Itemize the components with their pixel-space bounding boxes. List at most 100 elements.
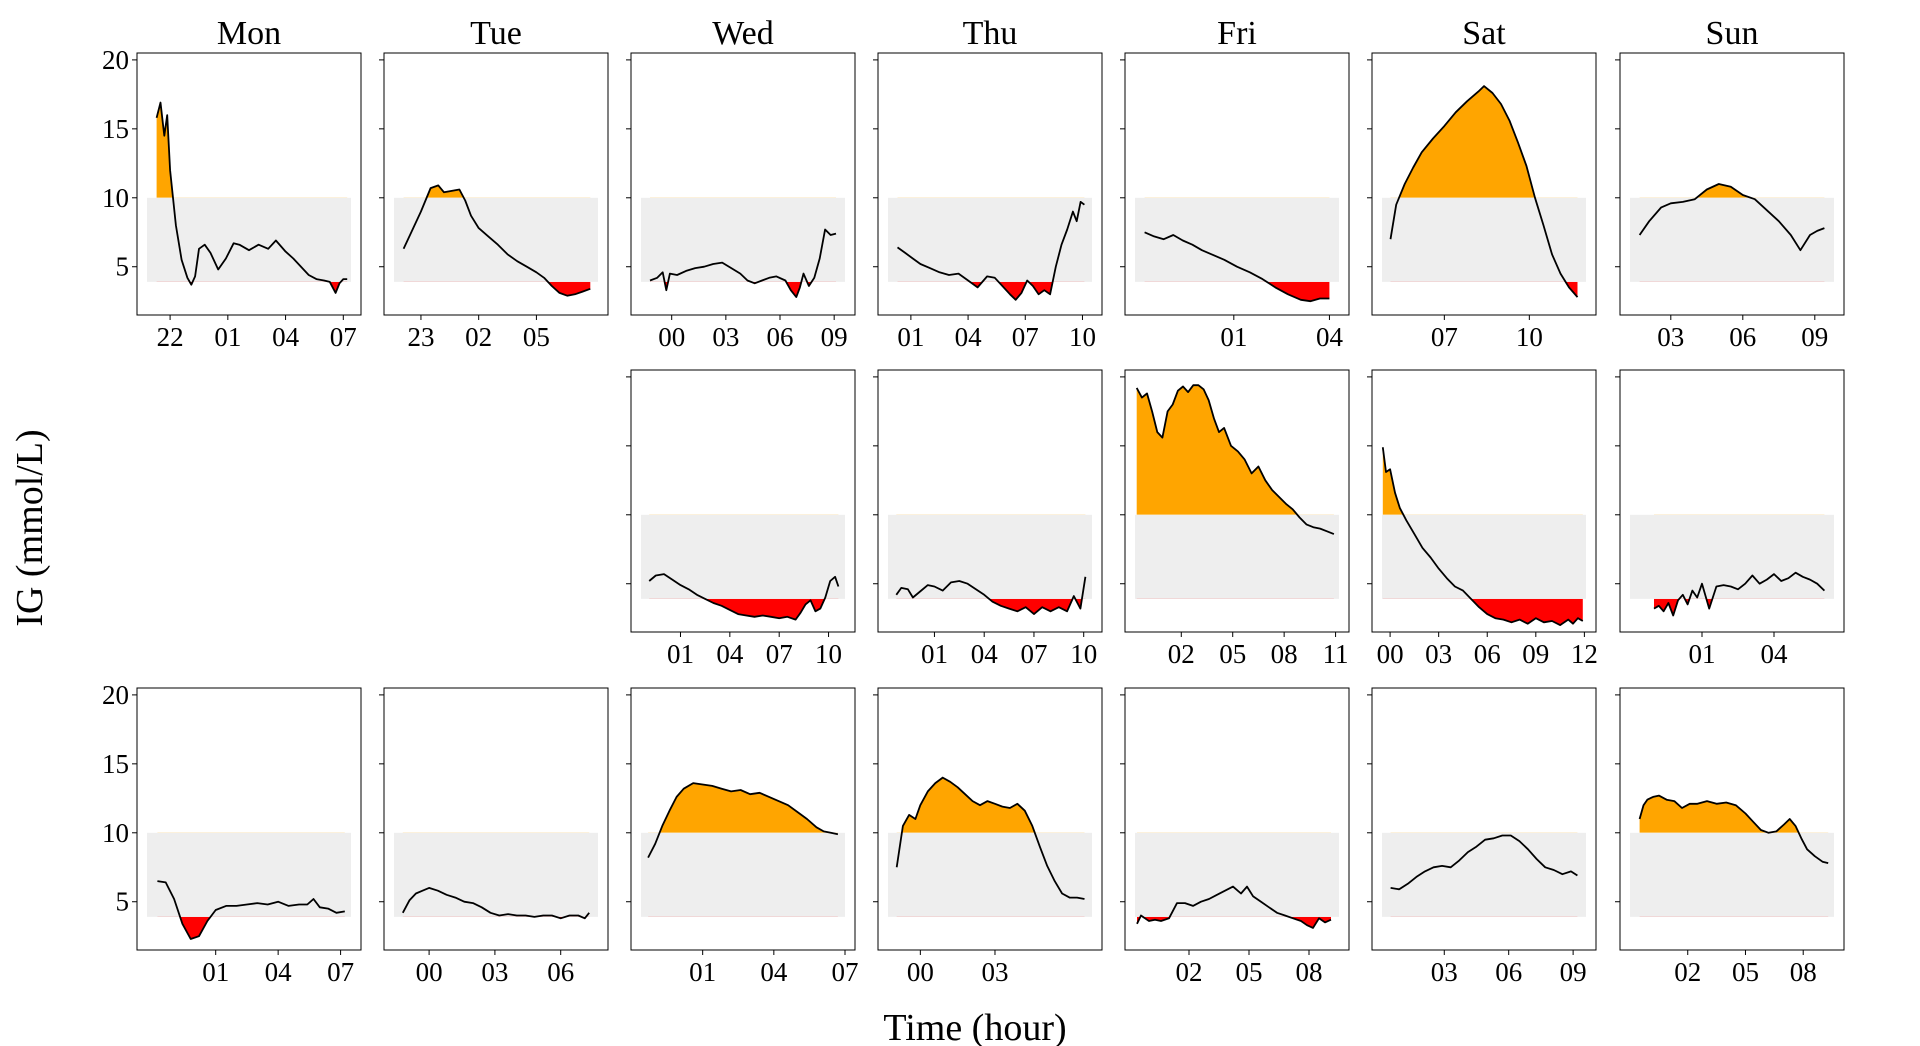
above-range-area xyxy=(901,777,1035,833)
glucose-line xyxy=(1381,447,1584,626)
glucose-line xyxy=(895,576,1087,615)
x-tick-label: 07 xyxy=(1431,322,1458,352)
panel-frame xyxy=(1124,52,1350,316)
x-tick-label: 07 xyxy=(330,322,357,352)
x-tick-label: 10 xyxy=(1070,639,1097,669)
glucose-line xyxy=(402,887,590,920)
target-range-band xyxy=(1630,197,1834,282)
x-tick-label: 04 xyxy=(1761,639,1789,669)
panel-thu-row2: 01 04 07 10 xyxy=(873,369,1103,669)
panel-wed-row2: 01 04 07 10 xyxy=(626,369,856,669)
x-tick-label: 07 xyxy=(1020,639,1047,669)
x-tick-label: 05 xyxy=(523,322,550,352)
x-tick-label: 01 xyxy=(667,639,694,669)
target-range-band xyxy=(888,197,1092,282)
y-tick-label: 5 xyxy=(116,887,130,917)
panel-frame xyxy=(877,369,1103,633)
target-range-band xyxy=(1135,832,1339,917)
glucose-line xyxy=(648,573,840,621)
y-tick-label: 20 xyxy=(102,45,129,75)
y-tick-label: 20 xyxy=(102,680,129,710)
panel-frame xyxy=(1619,369,1845,633)
x-tick-label: 00 xyxy=(1377,639,1404,669)
x-tick-label: 08 xyxy=(1790,957,1817,987)
y-tick-label: 10 xyxy=(102,818,129,848)
x-tick-label: 11 xyxy=(1323,639,1349,669)
glucose-line xyxy=(1653,571,1826,617)
x-tick-label: 10 xyxy=(815,639,842,669)
x-tick-label: 08 xyxy=(1296,957,1323,987)
x-tick-label: 08 xyxy=(1271,639,1298,669)
y-tick-label: 15 xyxy=(102,114,129,144)
x-tick-label: 10 xyxy=(1516,322,1543,352)
x-tick-label: 02 xyxy=(1168,639,1195,669)
panel-frame xyxy=(136,687,362,951)
glucose-line xyxy=(649,228,837,299)
panel-frame xyxy=(630,52,856,316)
x-tick-label: 05 xyxy=(1219,639,1246,669)
glucose-line xyxy=(157,880,345,940)
panel-fri-row2: 02 05 08 11 xyxy=(1120,369,1350,669)
x-tick-label: 05 xyxy=(1732,957,1759,987)
target-range-band xyxy=(1382,197,1586,282)
below-range-area xyxy=(897,281,1085,300)
y-tick-label: 10 xyxy=(102,183,129,213)
below-range-area xyxy=(1382,598,1583,626)
x-tick-label: 02 xyxy=(465,322,492,352)
x-tick-label: 03 xyxy=(981,957,1008,987)
panel-wed-row1: 00 03 06 09 xyxy=(626,52,856,352)
target-range-band xyxy=(641,197,845,282)
x-tick-label: 12 xyxy=(1571,639,1598,669)
x-tick-label: 03 xyxy=(1657,322,1684,352)
glucose-line xyxy=(895,776,1085,900)
x-tick-label: 04 xyxy=(1316,322,1344,352)
above-range-area xyxy=(1390,86,1578,198)
panel-frame xyxy=(136,52,362,316)
x-tick-label: 01 xyxy=(689,957,716,987)
target-range-band xyxy=(641,832,845,917)
x-tick-label: 06 xyxy=(767,322,794,352)
x-tick-label: 00 xyxy=(416,957,443,987)
panel-tue-row1: 23 02 05 xyxy=(379,52,609,352)
glucose-line xyxy=(896,200,1085,301)
panel-frame xyxy=(1124,687,1350,951)
panel-frame xyxy=(1619,52,1845,316)
x-tick-label: 03 xyxy=(712,322,739,352)
glucose-line xyxy=(1638,794,1829,864)
above-range-area xyxy=(659,783,831,833)
glucose-line xyxy=(1389,85,1579,298)
panel-mon-row3: 5 10 15 20 01 04 07 xyxy=(102,680,362,987)
panel-sat-row1: 07 10 xyxy=(1367,52,1597,352)
above-range-area xyxy=(1639,184,1825,198)
below-range-area xyxy=(1144,281,1330,302)
column-titles: Mon Tue Wed Thu Fri Sat Sun xyxy=(217,15,1759,52)
x-tick-label: 07 xyxy=(832,957,859,987)
x-tick-label: 04 xyxy=(265,957,293,987)
panel-frame xyxy=(1124,369,1350,633)
y-tick-label: 5 xyxy=(116,252,130,282)
panel-thu-row3: 00 03 xyxy=(873,687,1103,987)
above-range-area xyxy=(1639,795,1799,833)
target-range-band xyxy=(1382,514,1586,599)
x-axis-title: Time (hour) xyxy=(883,1007,1066,1046)
panel-frame xyxy=(1619,687,1845,951)
below-range-area xyxy=(650,281,836,298)
x-tick-label: 22 xyxy=(157,322,184,352)
column-title-mon: Mon xyxy=(217,15,281,52)
panel-sat-row2: 00 03 06 09 12 xyxy=(1367,369,1598,669)
target-range-band xyxy=(1630,514,1834,599)
panel-sun-row2: 01 04 xyxy=(1615,369,1845,669)
glucose-line xyxy=(1136,885,1332,929)
panel-fri-row1: 01 04 xyxy=(1120,52,1350,352)
x-tick-label: 01 xyxy=(214,322,241,352)
x-tick-label: 10 xyxy=(1069,322,1096,352)
x-tick-label: 06 xyxy=(1729,322,1756,352)
x-tick-label: 06 xyxy=(547,957,574,987)
y-tick-label: 15 xyxy=(102,749,129,779)
glucose-line xyxy=(1135,384,1335,535)
x-tick-label: 03 xyxy=(1431,957,1458,987)
target-range-band xyxy=(1382,832,1586,917)
x-tick-label: 00 xyxy=(907,957,934,987)
glucose-line xyxy=(1638,183,1825,252)
above-range-area xyxy=(1382,447,1404,515)
